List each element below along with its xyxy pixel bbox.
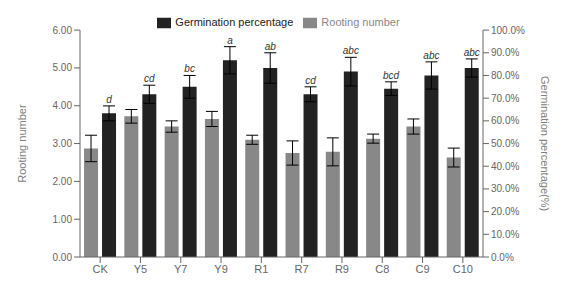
- svg-text:50.0%: 50.0%: [491, 138, 519, 149]
- svg-text:80.0%: 80.0%: [491, 70, 519, 81]
- svg-text:abc: abc: [423, 50, 439, 61]
- svg-text:cd: cd: [305, 75, 316, 86]
- svg-text:100.0%: 100.0%: [491, 25, 525, 36]
- svg-text:C9: C9: [416, 263, 430, 275]
- svg-text:bc: bc: [184, 63, 195, 74]
- svg-text:3.00: 3.00: [53, 138, 73, 149]
- svg-text:a: a: [227, 35, 233, 46]
- svg-text:0.0%: 0.0%: [491, 252, 514, 263]
- svg-text:abc: abc: [464, 47, 480, 58]
- svg-text:Y5: Y5: [134, 263, 147, 275]
- svg-text:cd: cd: [144, 73, 155, 84]
- html-text:Rooting number: Rooting number: [321, 16, 400, 28]
- svg-text:70.0%: 70.0%: [491, 93, 519, 104]
- svg-text:90.0%: 90.0%: [491, 47, 519, 58]
- svg-text:2.00: 2.00: [53, 176, 73, 187]
- svg-text:6.00: 6.00: [53, 25, 73, 36]
- svg-text:bcd: bcd: [383, 70, 400, 81]
- svg-text:R7: R7: [295, 263, 309, 275]
- svg-text:abc: abc: [343, 45, 359, 56]
- svg-text:Rooting number: Rooting number: [16, 104, 28, 183]
- svg-text:R9: R9: [335, 263, 349, 275]
- svg-text:30.0%: 30.0%: [491, 183, 519, 194]
- svg-text:R1: R1: [254, 263, 268, 275]
- svg-text:5.00: 5.00: [53, 62, 73, 73]
- svg-text:d: d: [106, 94, 112, 105]
- svg-text:10.0%: 10.0%: [491, 229, 519, 240]
- svg-text:C10: C10: [453, 263, 473, 275]
- svg-text:CK: CK: [93, 263, 109, 275]
- svg-text:ab: ab: [265, 41, 277, 52]
- svg-text:1.00: 1.00: [53, 214, 73, 225]
- svg-text:0.00: 0.00: [53, 252, 73, 263]
- svg-text:Y7: Y7: [174, 263, 187, 275]
- html-text:Germination percentage: Germination percentage: [175, 16, 294, 28]
- svg-text:C8: C8: [375, 263, 389, 275]
- svg-text:40.0%: 40.0%: [491, 161, 519, 172]
- svg-text:4.00: 4.00: [53, 100, 73, 111]
- svg-text:Germination percentage(%): Germination percentage(%): [539, 76, 551, 211]
- svg-text:20.0%: 20.0%: [491, 206, 519, 217]
- svg-text:Y9: Y9: [214, 263, 227, 275]
- svg-text:60.0%: 60.0%: [491, 115, 519, 126]
